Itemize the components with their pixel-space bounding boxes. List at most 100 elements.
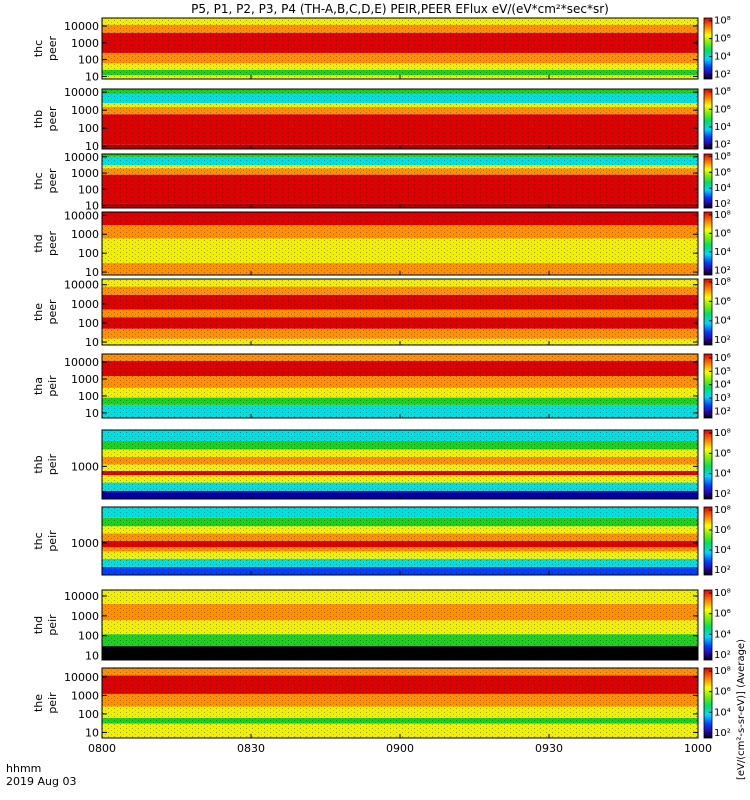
colorbar-tick-label: 10⁸ — [714, 210, 731, 221]
colorbar-tick-label: 10⁴ — [714, 122, 731, 133]
colorbar-tick-label: 10⁶ — [714, 448, 731, 459]
panel-label-probe: thd — [32, 616, 45, 634]
y-tick-label: 1000 — [71, 167, 99, 180]
y-tick-label: 10 — [85, 140, 99, 153]
y-tick-label: 1000 — [71, 37, 99, 50]
colorbar-tick-label: 10⁶ — [714, 34, 731, 45]
colorbar-tick-label: 10² — [714, 140, 731, 151]
colorbar-tick-label: 10⁶ — [714, 353, 731, 364]
y-tick-label: 10000 — [64, 590, 99, 603]
panel-label-instrument: peir — [46, 453, 59, 475]
colorbar-tick-label: 10⁴ — [714, 247, 731, 258]
y-tick-label: 10 — [85, 70, 99, 83]
y-tick-label: 100 — [78, 390, 99, 403]
colorbar-tick-label: 10⁸ — [714, 151, 731, 162]
colorbar-tick-label: 10⁴ — [714, 707, 731, 718]
y-tick-label: 1000 — [71, 228, 99, 241]
colorbar-tick-label: 10² — [714, 265, 731, 276]
colorbar — [703, 153, 713, 209]
speckle-texture — [102, 18, 698, 79]
y-tick-label: 10 — [85, 650, 99, 663]
panel-label-probe: the — [32, 694, 45, 712]
panel-thb-peir: 1000 thb peir 10² 10⁴ 10⁶ 10⁸ — [32, 428, 731, 500]
colorbar-tick-label: 10² — [714, 199, 731, 210]
colorbar-tick-label: 10³ — [714, 393, 731, 404]
panel-label-probe: thc — [32, 172, 45, 189]
y-tick-label: 10 — [85, 726, 99, 739]
panel-label-probe: thb — [32, 455, 45, 473]
colorbar-tick-label: 10² — [714, 650, 731, 661]
panel-thc-peir: 1000 thc peir 10² 10⁴ 10⁶ 10⁸ — [32, 505, 731, 576]
y-tick-label: 10000 — [64, 671, 99, 684]
panel-label-probe: thc — [32, 532, 45, 549]
y-tick-label: 10000 — [64, 86, 99, 99]
colorbar-tick-label: 10⁴ — [714, 52, 731, 63]
colorbar-tick-label: 10² — [714, 489, 731, 500]
panel-label-instrument: peer — [46, 36, 59, 62]
y-tick-label: 1000 — [71, 298, 99, 311]
colorbar-tick-label: 10⁶ — [714, 609, 731, 620]
panel-tha-peir: 10000 1000 100 10 tha peir 10² 10³ 10⁴ 10⁵ 10⁶ — [32, 353, 731, 420]
colorbar — [703, 88, 713, 150]
colorbar — [703, 667, 713, 739]
speckle-texture — [102, 212, 698, 275]
x-axis-label-line2: 2019 Aug 03 — [6, 775, 76, 788]
speckle-texture — [102, 354, 698, 418]
colorbar-tick-label: 10² — [714, 728, 731, 739]
y-tick-label: 10000 — [64, 151, 99, 164]
y-tick-label: 10 — [85, 336, 99, 349]
colorbar-tick-label: 10⁶ — [714, 687, 731, 698]
y-tick-label: 10 — [85, 266, 99, 279]
speckle-texture — [102, 154, 698, 208]
x-tick-label: 0800 — [88, 742, 116, 755]
panel-the-peer: 10000 1000 100 10 the peer 10² 10⁴ 10⁶ 10⁸ — [32, 277, 731, 349]
colorbar-tick-label: 10⁴ — [714, 380, 731, 391]
x-tick-label: 1000 — [684, 742, 712, 755]
panel-thd-peer: 10000 1000 100 10 thd peer 10² 10⁴ 10⁶ 10⁸ — [32, 209, 731, 279]
panel-label-probe: thc — [32, 40, 45, 57]
panel-label-instrument: peer — [46, 168, 59, 194]
colorbar-tick-label: 10² — [714, 565, 731, 576]
colorbar — [703, 429, 713, 500]
speckle-texture — [102, 279, 698, 345]
panel-the-peir: 10000 1000 100 10 the peir 10² 10⁴ 10⁶ 10⁸ — [32, 666, 731, 739]
panel-label-instrument: peer — [46, 106, 59, 132]
panel-label-instrument: peer — [46, 299, 59, 325]
y-tick-label: 10 — [85, 407, 99, 420]
colorbar-tick-label: 10⁴ — [714, 545, 731, 556]
x-axis-label-line1: hhmm — [6, 762, 41, 775]
colorbar-tick-label: 10² — [714, 335, 731, 346]
y-tick-label: 10 — [85, 199, 99, 212]
panel-thb-peer: 10000 1000 100 10 thb peer 10² 10⁴ 10⁶ 10⁸ — [32, 86, 731, 153]
colorbar-tick-label: 10⁴ — [714, 629, 731, 640]
y-tick-label: 10000 — [64, 209, 99, 222]
colorbar-tick-label: 10⁸ — [714, 87, 731, 98]
y-tick-label: 100 — [78, 54, 99, 67]
y-tick-label: 10000 — [64, 20, 99, 33]
colorbar-tick-label: 10² — [714, 70, 731, 81]
colorbar-tick-label: 10⁸ — [714, 16, 731, 27]
y-tick-label: 1000 — [71, 610, 99, 623]
y-tick-label: 1000 — [71, 537, 99, 550]
y-tick-label: 100 — [78, 708, 99, 721]
colorbar-tick-label: 10⁶ — [714, 228, 731, 239]
colorbar — [703, 17, 713, 80]
colorbar — [703, 506, 713, 576]
x-tick-label: 0930 — [535, 742, 563, 755]
colorbar-tick-label: 10⁶ — [714, 525, 731, 536]
colorbar-tick-label: 10⁸ — [714, 428, 731, 439]
y-tick-label: 1000 — [71, 104, 99, 117]
colorbar-tick-label: 10⁸ — [714, 277, 731, 288]
y-tick-label: 1000 — [71, 689, 99, 702]
colorbar-tick-label: 10⁴ — [714, 183, 731, 194]
colorbar-tick-label: 10⁶ — [714, 296, 731, 307]
x-axis: 0800 0830 0900 0930 1000 — [88, 75, 712, 755]
colorbar-tick-label: 10⁸ — [714, 666, 731, 677]
y-tick-label: 1000 — [71, 373, 99, 386]
panel-label-instrument: peir — [46, 530, 59, 552]
y-tick-label: 100 — [78, 122, 99, 135]
colorbar-tick-label: 10⁸ — [714, 505, 731, 516]
panel-label-instrument: peir — [46, 692, 59, 714]
colorbar-tick-label: 10⁵ — [714, 366, 731, 377]
